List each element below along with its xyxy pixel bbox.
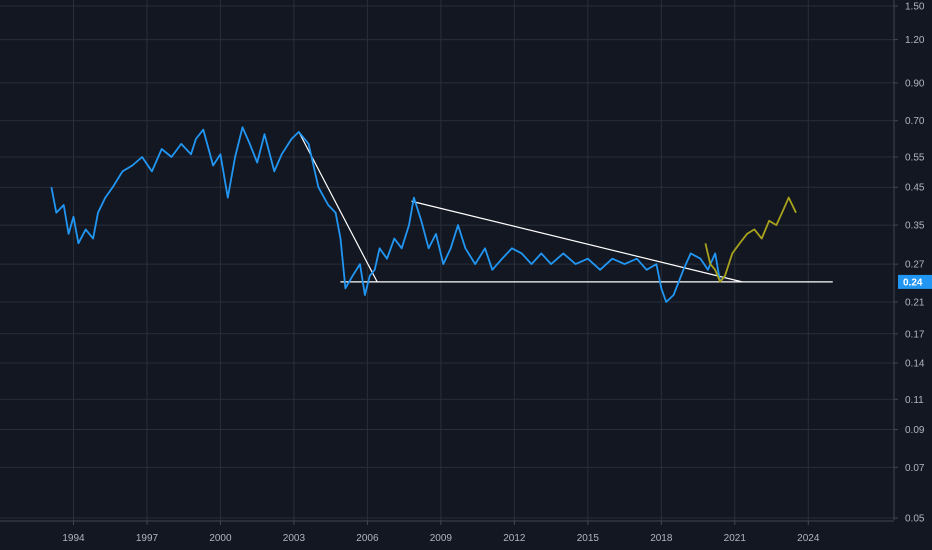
time-axis[interactable]: 1994 1997 2000 2003 2006 2009 2012 2015 2018 2021… (62, 521, 820, 544)
projection-series-line[interactable] (704, 196, 797, 283)
x-tick-label: 1994 (62, 533, 85, 544)
x-tick-label: 2009 (430, 533, 453, 544)
y-tick-label: 0.70 (905, 116, 925, 127)
series-group (50, 126, 797, 303)
x-tick-label: 2006 (356, 533, 379, 544)
x-tick-label: 2018 (650, 533, 673, 544)
grid (0, 0, 894, 521)
y-tick-label: 0.21 (905, 297, 925, 308)
x-tick-label: 2021 (724, 533, 747, 544)
x-tick-label: 1997 (136, 533, 159, 544)
y-tick-label: 0.14 (905, 359, 925, 370)
trendlines (298, 131, 833, 283)
x-tick-label: 2003 (283, 533, 306, 544)
y-tick-label: 0.11 (905, 395, 924, 406)
y-tick-label: 0.90 (905, 78, 925, 89)
y-tick-label: 0.05 (905, 514, 925, 525)
price-axis[interactable]: 1.50 1.20 0.90 0.70 0.55 0.45 0.35 0.27 0.21 0.17… (894, 2, 925, 525)
current-price-label-background (898, 274, 932, 289)
x-tick-label: 2015 (577, 533, 600, 544)
current-price-label: 0.24 (903, 277, 923, 288)
x-tick-label: 2012 (503, 533, 526, 544)
y-tick-label: 0.17 (905, 329, 925, 340)
y-tick-label: 0.09 (905, 425, 925, 436)
price-series-line[interactable] (50, 126, 726, 303)
y-tick-label: 0.45 (905, 183, 925, 194)
x-tick-label: 2024 (797, 533, 820, 544)
y-tick-label: 1.20 (905, 35, 925, 46)
y-tick-label: 0.07 (905, 463, 925, 474)
y-tick-label: 1.50 (905, 2, 925, 13)
y-tick-label: 0.55 (905, 153, 925, 164)
y-tick-label: 0.27 (905, 260, 925, 271)
trendline[interactable] (411, 200, 743, 283)
y-tick-label: 0.35 (905, 221, 925, 232)
current-price-marker: 0.24 (898, 274, 932, 289)
x-tick-label: 2000 (209, 533, 232, 544)
